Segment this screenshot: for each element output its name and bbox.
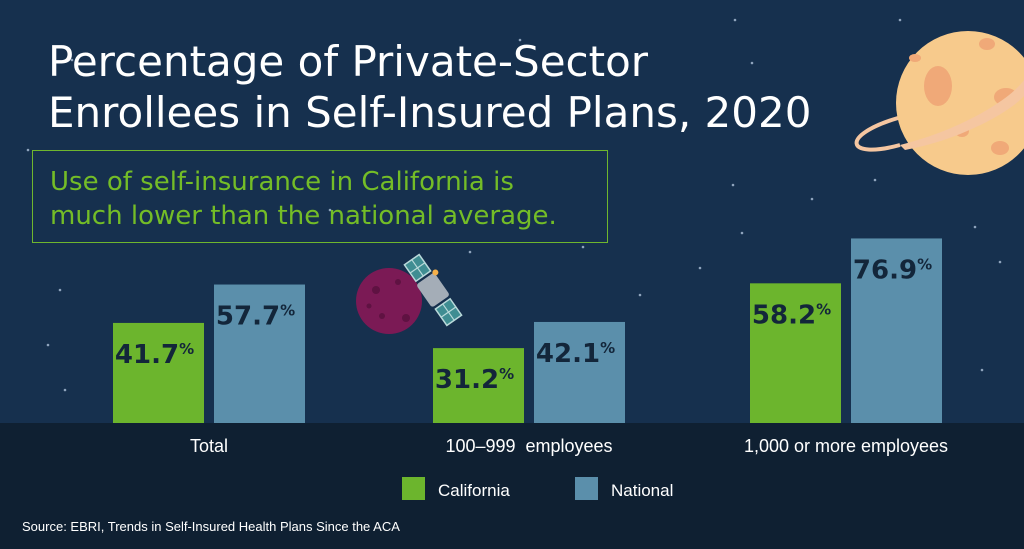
star xyxy=(46,343,50,347)
value-labels: 41.7%31.2%58.2%57.7%42.1%76.9% xyxy=(115,255,932,395)
moon-icon xyxy=(356,268,422,334)
legend: California National xyxy=(402,477,673,500)
footer-band xyxy=(0,423,1024,549)
bar-california-1 xyxy=(433,348,524,423)
category-labels: Total 100–999 employees 1,000 or more empl… xyxy=(190,436,948,456)
bar-national-0 xyxy=(214,284,305,423)
star xyxy=(733,18,737,22)
star xyxy=(998,260,1002,264)
callout-text: Use of self-insurance in California is m… xyxy=(50,165,557,233)
stars xyxy=(26,18,1002,392)
value-label-national-0: 57.7% xyxy=(216,302,295,332)
star xyxy=(973,225,977,229)
bar-california-2 xyxy=(750,283,841,423)
page-title: Percentage of Private-Sector Enrollees i… xyxy=(48,36,848,138)
star xyxy=(26,148,30,152)
star xyxy=(740,231,744,235)
star xyxy=(638,293,642,297)
callout-line-2: much lower than the national average. xyxy=(50,201,557,231)
callout-line-1: Use of self-insurance in California is xyxy=(50,167,514,197)
bar-california-0 xyxy=(113,322,204,423)
star xyxy=(698,266,702,270)
legend-label-california: California xyxy=(438,481,510,500)
star xyxy=(328,208,332,212)
star xyxy=(70,58,74,62)
planet-icon xyxy=(854,31,1024,175)
legend-label-national: National xyxy=(611,481,673,500)
source-note: Source: EBRI, Trends in Self-Insured Hea… xyxy=(22,519,400,534)
star xyxy=(63,388,67,392)
legend-swatch-national xyxy=(575,477,598,500)
star xyxy=(731,183,735,187)
star xyxy=(898,18,902,22)
title-line-1: Percentage of Private-Sector xyxy=(48,37,649,86)
category-label-2: 1,000 or more employees xyxy=(744,436,948,456)
star xyxy=(468,250,472,254)
star xyxy=(810,197,814,201)
star xyxy=(750,61,754,65)
star xyxy=(518,38,522,42)
callout-box: Use of self-insurance in California is m… xyxy=(32,150,608,243)
bar-national-1 xyxy=(534,321,625,423)
legend-swatch-california xyxy=(402,477,425,500)
star xyxy=(58,288,62,292)
star xyxy=(980,368,984,372)
satellite-icon xyxy=(403,253,463,327)
category-label-0: Total xyxy=(190,436,228,456)
star xyxy=(639,104,643,108)
category-label-1: 100–999 employees xyxy=(445,436,612,456)
star xyxy=(873,178,877,182)
bars xyxy=(113,238,942,423)
bar-national-2 xyxy=(851,238,942,423)
star xyxy=(581,245,585,249)
title-line-2: Enrollees in Self-Insured Plans, 2020 xyxy=(48,88,812,137)
